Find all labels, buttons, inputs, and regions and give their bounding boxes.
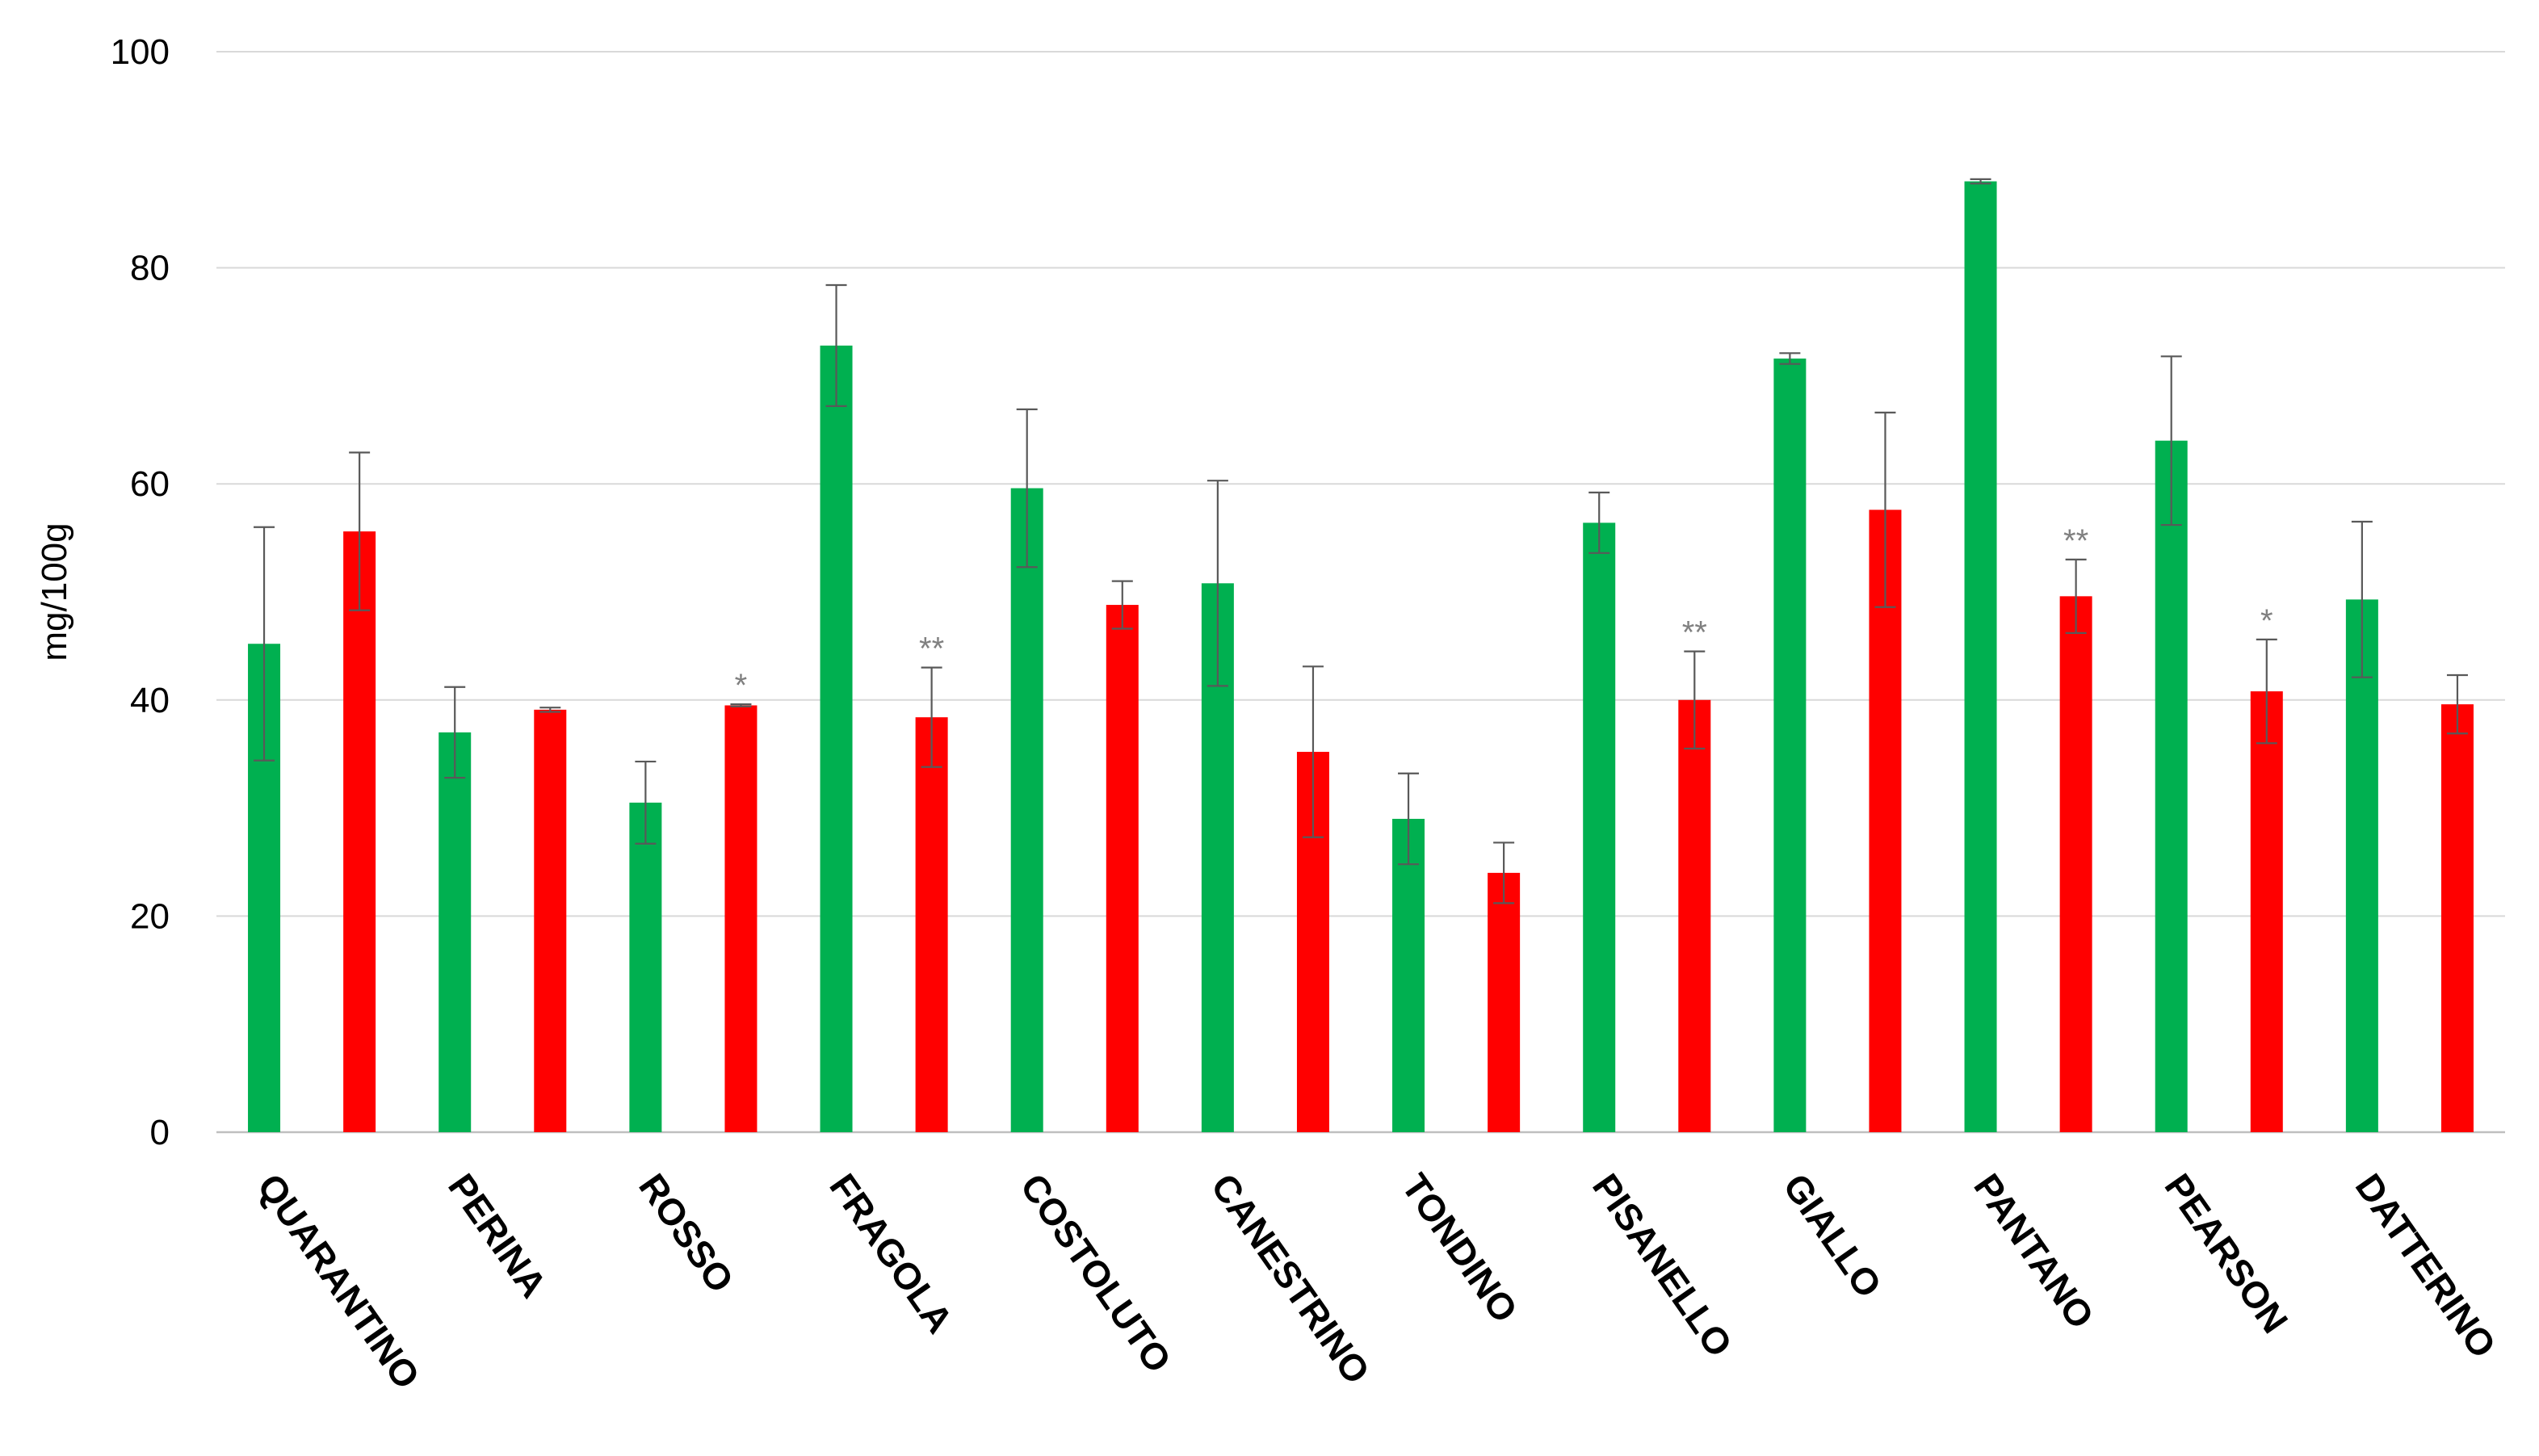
- bar-green: [1583, 522, 1616, 1132]
- gridlines: [216, 51, 2505, 1134]
- bar-red: [1488, 872, 1521, 1132]
- bar-green: [1392, 818, 1425, 1132]
- category-label: PANTANO: [1966, 1166, 2102, 1336]
- category-label: TONDINO: [1394, 1166, 1526, 1330]
- bar-red: [915, 717, 948, 1132]
- category-label: QUARANTINO: [250, 1166, 428, 1396]
- category-label: FRAGOLA: [821, 1166, 961, 1341]
- bar-red: [1106, 605, 1139, 1132]
- bar-green: [1010, 488, 1043, 1132]
- category-label: ROSSO: [631, 1166, 742, 1300]
- category-label: COSTOLUTO: [1013, 1166, 1180, 1380]
- bar-red: [724, 705, 758, 1132]
- bar-green: [2345, 599, 2378, 1132]
- bar-green: [820, 345, 853, 1132]
- error-bars: [254, 178, 2468, 904]
- bar-red: [2250, 691, 2283, 1132]
- y-tick-label: 60: [130, 464, 170, 504]
- bar-green: [1964, 181, 1997, 1132]
- significance-marker: *: [2260, 603, 2273, 639]
- category-label: PISANELLO: [1584, 1166, 1741, 1364]
- significance-marker: **: [2063, 523, 2088, 559]
- y-axis-title: mg/100g: [35, 522, 74, 661]
- bars: [248, 181, 2474, 1132]
- x-axis-labels: QUARANTINO PERINA ROSSO FRAGOLA COSTOLUTO CAN…: [250, 1166, 2504, 1396]
- category-label: DATTERINO: [2348, 1166, 2505, 1366]
- bar-red: [2059, 596, 2092, 1132]
- bar-red: [1869, 510, 1902, 1132]
- category-label: CANESTRINO: [1203, 1166, 1379, 1391]
- category-label: GIALLO: [1775, 1166, 1890, 1305]
- y-tick-label: 40: [130, 681, 170, 720]
- bar-green: [2155, 440, 2188, 1132]
- significance-markers: *** *****: [735, 523, 2273, 703]
- y-tick-label: 80: [130, 249, 170, 288]
- significance-marker: **: [919, 631, 944, 667]
- significance-marker: *: [735, 668, 748, 703]
- y-tick-label: 100: [111, 32, 170, 72]
- category-label: PEARSON: [2157, 1166, 2297, 1341]
- bar-red: [534, 709, 567, 1132]
- category-label: PERINA: [440, 1166, 555, 1305]
- bar-green: [629, 802, 662, 1132]
- y-axis-ticks: 0 20 40 60 80 100: [111, 32, 170, 1152]
- bar-red: [1678, 699, 1711, 1132]
- y-tick-label: 20: [130, 896, 170, 936]
- bar-red: [2440, 704, 2474, 1132]
- bar-red: [343, 531, 376, 1132]
- bar-green: [439, 732, 472, 1132]
- y-tick-label: 0: [150, 1113, 170, 1152]
- significance-marker: **: [1682, 615, 1707, 651]
- bar-green: [1773, 358, 1807, 1132]
